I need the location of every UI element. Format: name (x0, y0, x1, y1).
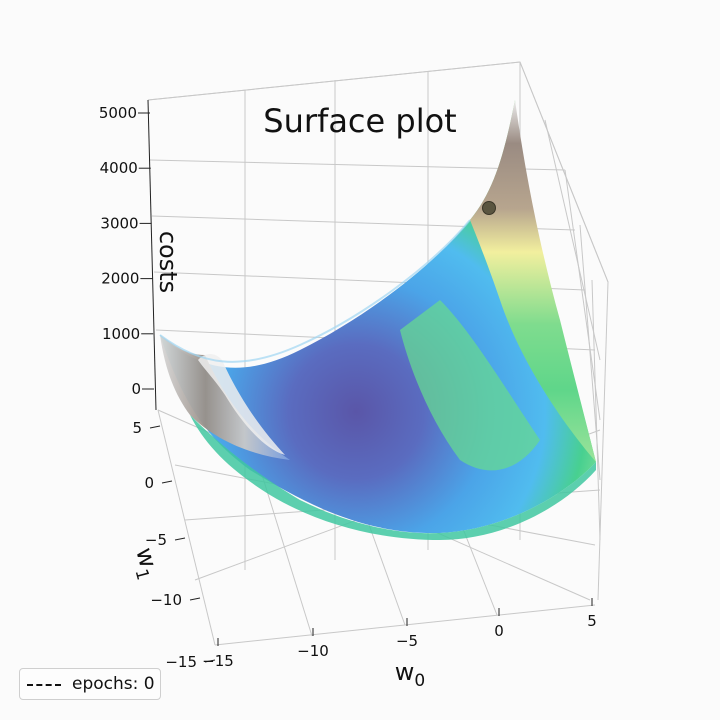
y-tick-mark (149, 425, 161, 429)
y-tick-label: −5 (145, 531, 167, 549)
y-tick-mark (204, 659, 216, 663)
y-tick-mark (161, 480, 173, 484)
x-tick-label: −5 (396, 632, 418, 650)
y-tick-label: 5 (132, 419, 142, 437)
y-tick-mark (189, 597, 201, 601)
z-tick-label: 2000 (101, 270, 139, 288)
z-tick-label: 5000 (99, 104, 137, 122)
x-ticks: −15 −10 −5 0 5 (202, 598, 597, 670)
y-tick-mark (174, 537, 186, 541)
legend-label: epochs: 0 (72, 674, 155, 694)
legend: epochs: 0 (19, 668, 161, 700)
x-tick-label: −10 (297, 642, 329, 660)
cost-surface (159, 100, 596, 540)
z-tick-label: 1000 (102, 325, 140, 343)
x-tick-label: −15 (202, 652, 234, 670)
z-axis-label: costs (154, 231, 182, 293)
y-ticks: −15 −10 −5 0 5 (132, 419, 216, 671)
y-axis-label: w1 (125, 545, 165, 583)
x-tick-label: 5 (587, 612, 597, 630)
z-ticks: 0 1000 2000 3000 4000 5000 (99, 104, 154, 398)
current-weight-marker (482, 201, 496, 215)
legend-dashed-line (27, 684, 61, 686)
y-tick-label: −10 (150, 591, 182, 609)
z-tick-label: 3000 (100, 214, 138, 232)
x-axis-label: w0 (395, 658, 425, 691)
z-tick-label: 0 (131, 380, 141, 398)
y-tick-label: −15 (165, 653, 197, 671)
chart-title: Surface plot (263, 102, 456, 140)
x-tick-label: 0 (494, 622, 504, 640)
y-tick-label: 0 (144, 474, 154, 492)
z-tick-label: 4000 (100, 159, 138, 177)
